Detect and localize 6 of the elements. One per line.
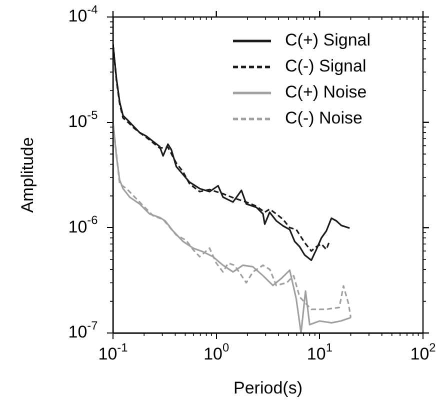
legend-label: C(+) Signal <box>285 30 371 50</box>
legend-label: C(-) Noise <box>285 108 362 128</box>
y-axis-title: Amplitude <box>18 137 37 213</box>
x-axis-title: Period(s) <box>234 378 302 398</box>
legend-label: C(+) Noise <box>285 82 367 102</box>
legend-label: C(-) Signal <box>285 56 366 76</box>
